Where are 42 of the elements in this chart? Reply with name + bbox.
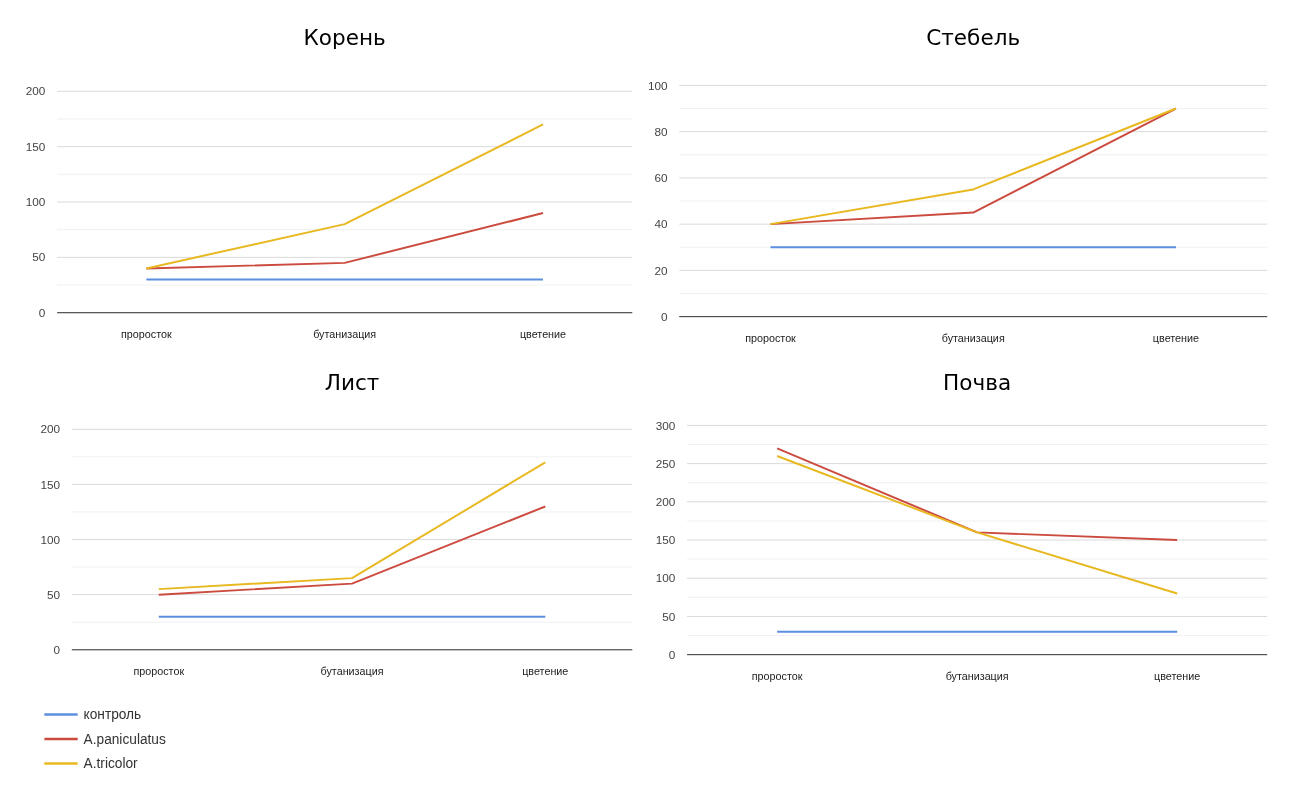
legend-label: контроль bbox=[83, 707, 142, 723]
y-tick-label: 50 bbox=[32, 250, 46, 264]
x-tick-label: бутанизация bbox=[945, 670, 1009, 683]
y-tick-label: 20 bbox=[654, 263, 668, 277]
y-tick-label: 250 bbox=[655, 456, 676, 470]
y-tick-label: 40 bbox=[654, 217, 668, 231]
y-tick-label: 150 bbox=[655, 533, 676, 547]
y-tick-label: 60 bbox=[654, 171, 668, 185]
chart-title: Стебель bbox=[926, 25, 1021, 51]
legend-label: A.tricolor bbox=[83, 756, 139, 772]
y-tick-label: 100 bbox=[40, 532, 61, 546]
y-tick-label: 150 bbox=[40, 477, 61, 491]
y-tick-label: 0 bbox=[38, 305, 46, 319]
y-tick-label: 80 bbox=[654, 124, 668, 138]
y-tick-label: 200 bbox=[25, 84, 46, 98]
legend-label: A.paniculatus bbox=[83, 731, 166, 747]
y-tick-label: 0 bbox=[668, 647, 676, 661]
y-tick-label: 150 bbox=[25, 139, 46, 153]
x-tick-label: бутанизация bbox=[320, 665, 384, 678]
x-tick-label: бутанизация bbox=[313, 328, 377, 341]
x-tick-label: проросток bbox=[751, 670, 803, 683]
y-tick-label: 0 bbox=[660, 309, 668, 323]
y-tick-label: 100 bbox=[25, 195, 46, 209]
y-tick-label: 200 bbox=[655, 494, 676, 508]
x-tick-label: цветение bbox=[522, 665, 569, 678]
y-tick-label: 0 bbox=[53, 642, 61, 656]
x-tick-label: бутанизация bbox=[941, 332, 1005, 345]
x-tick-label: проросток bbox=[121, 328, 172, 341]
x-tick-label: проросток bbox=[745, 332, 797, 345]
chart-title: Корень bbox=[303, 25, 386, 51]
x-tick-label: цветение bbox=[1152, 332, 1200, 345]
y-tick-label: 100 bbox=[655, 571, 676, 585]
y-tick-label: 50 bbox=[662, 609, 676, 623]
chart-title: Лист bbox=[324, 370, 380, 396]
chart-title: Почва bbox=[943, 370, 1012, 396]
y-tick-label: 200 bbox=[40, 422, 61, 436]
x-tick-label: цветение bbox=[1154, 670, 1201, 683]
x-tick-label: проросток bbox=[133, 665, 185, 678]
y-tick-label: 50 bbox=[46, 587, 61, 601]
y-tick-label: 100 bbox=[647, 78, 668, 92]
y-tick-label: 300 bbox=[655, 418, 676, 432]
x-tick-label: цветение bbox=[519, 328, 567, 341]
